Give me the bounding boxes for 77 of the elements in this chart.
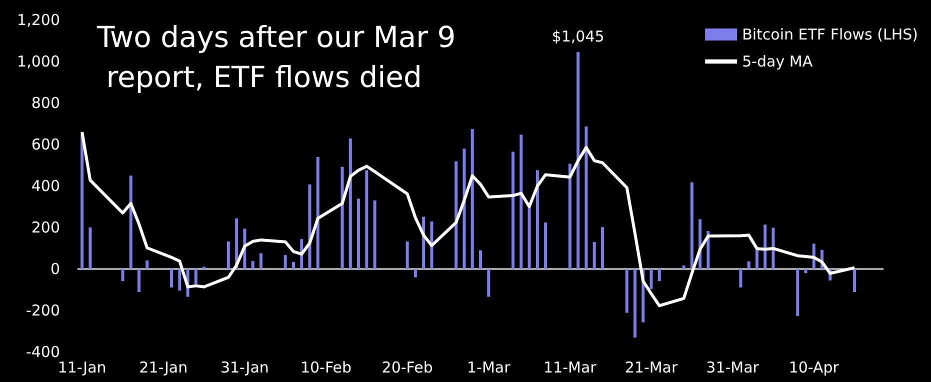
x-tick-label: 31-Jan bbox=[220, 358, 269, 376]
bar bbox=[536, 170, 539, 269]
bar bbox=[316, 156, 320, 269]
bar bbox=[406, 241, 409, 269]
bar bbox=[512, 152, 515, 269]
bar bbox=[454, 161, 458, 269]
legend-label: Bitcoin ETF Flows (LHS) bbox=[742, 26, 918, 44]
bar bbox=[414, 269, 417, 278]
bar bbox=[528, 206, 531, 269]
bar bbox=[796, 269, 800, 316]
bar bbox=[739, 269, 742, 288]
bar bbox=[251, 261, 254, 269]
bar bbox=[584, 126, 588, 269]
x-tick-label: 21-Mar bbox=[624, 358, 678, 376]
bar bbox=[259, 253, 262, 269]
bar bbox=[178, 269, 182, 291]
bar bbox=[682, 265, 686, 269]
bar bbox=[755, 249, 758, 269]
y-tick-label: 200 bbox=[31, 218, 60, 236]
bar bbox=[194, 269, 198, 284]
bar bbox=[576, 52, 580, 269]
x-tick-label: 31-Mar bbox=[706, 358, 760, 376]
bar bbox=[88, 228, 92, 269]
bar bbox=[479, 250, 482, 269]
bar bbox=[80, 134, 84, 269]
legend-label: 5-day MA bbox=[742, 52, 814, 70]
bar bbox=[170, 269, 174, 288]
x-tick-label: 20-Feb bbox=[382, 358, 433, 376]
bar bbox=[357, 198, 360, 269]
bar bbox=[625, 269, 628, 313]
bar bbox=[633, 269, 636, 338]
x-tick-label: 10-Apr bbox=[788, 358, 840, 376]
annotation: $1,045 bbox=[552, 28, 604, 46]
y-tick-label: 800 bbox=[31, 94, 60, 112]
bar bbox=[650, 269, 653, 289]
bar bbox=[690, 182, 694, 269]
y-tick-label: -200 bbox=[26, 302, 60, 320]
bar bbox=[764, 224, 767, 269]
x-tick-label: 1-Mar bbox=[467, 358, 512, 376]
x-tick-label: 10-Feb bbox=[300, 358, 352, 376]
bar bbox=[121, 269, 124, 282]
bar bbox=[308, 184, 312, 269]
y-tick-label: 1,000 bbox=[17, 52, 60, 70]
bar bbox=[365, 170, 368, 269]
bar bbox=[373, 200, 376, 269]
bar bbox=[470, 128, 474, 269]
bar bbox=[544, 222, 548, 269]
bar bbox=[658, 269, 661, 282]
bar bbox=[804, 269, 808, 274]
bar bbox=[284, 255, 287, 269]
bar bbox=[772, 228, 775, 269]
x-tick-label: 11-Mar bbox=[544, 358, 598, 376]
bar bbox=[747, 261, 750, 269]
bar bbox=[129, 176, 132, 269]
bar bbox=[853, 269, 856, 292]
x-tick-label: 21-Jan bbox=[139, 358, 188, 376]
bar bbox=[340, 166, 344, 269]
bar bbox=[520, 134, 523, 269]
y-tick-label: 1,200 bbox=[17, 11, 60, 29]
text: Two days after our Mar 9 report, ETF flows died bbox=[96, 20, 456, 94]
bar bbox=[292, 262, 295, 269]
bar bbox=[226, 241, 230, 269]
bar bbox=[348, 138, 352, 269]
bar bbox=[430, 221, 434, 269]
bar bbox=[600, 227, 604, 269]
line-series bbox=[80, 130, 856, 308]
x-tick-label: 11-Jan bbox=[58, 358, 106, 376]
y-tick-label: 400 bbox=[31, 177, 60, 195]
bar bbox=[568, 164, 572, 269]
bar bbox=[146, 260, 149, 269]
bar bbox=[487, 269, 490, 297]
bar bbox=[462, 148, 466, 269]
y-tick-label: -400 bbox=[26, 343, 60, 361]
bar bbox=[137, 269, 140, 292]
y-tick-label: 600 bbox=[31, 136, 60, 154]
y-tick-label: 0 bbox=[50, 260, 60, 278]
bar bbox=[592, 242, 596, 269]
